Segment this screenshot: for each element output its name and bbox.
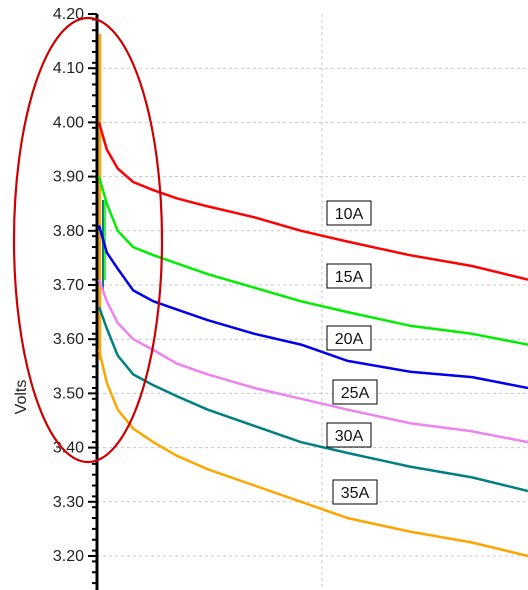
y-tick-label: 4.00 [53, 114, 84, 131]
series-label-text: 35A [341, 485, 370, 502]
series-label-30A: 30A [326, 422, 372, 448]
series-line-20A [97, 225, 528, 390]
series-label-text: 10A [335, 206, 364, 223]
series-label-10A: 10A [326, 200, 372, 226]
grid-lines [97, 14, 528, 590]
series-label-text: 30A [335, 428, 364, 445]
y-tick-label: 3.80 [53, 223, 84, 240]
series-label-text: 15A [335, 269, 364, 286]
initial-spike [98, 34, 106, 360]
y-tick-label: 3.30 [53, 494, 84, 511]
series-line-35A [97, 349, 528, 558]
series-lines [97, 122, 528, 558]
y-tick-label: 3.60 [53, 331, 84, 348]
highlight-ellipse [12, 16, 164, 464]
y-tick-label: 4.10 [53, 60, 84, 77]
series-label-25A: 25A [332, 379, 378, 405]
series-label-20A: 20A [326, 325, 372, 351]
y-tick-label: 3.90 [53, 169, 84, 186]
series-line-30A [97, 306, 528, 493]
y-tick-label: 3.70 [53, 277, 84, 294]
series-label-box [332, 379, 378, 405]
series-label-15A: 15A [326, 263, 372, 289]
series-label-box [326, 325, 372, 351]
y-tick-label: 3.40 [53, 440, 84, 457]
series-label-box [326, 422, 372, 448]
series-label-box [326, 200, 372, 226]
series-line-15A [97, 176, 528, 346]
series-label-box [332, 479, 378, 505]
series-label-35A: 35A [332, 479, 378, 505]
series-line-25A [97, 279, 528, 444]
series-label-text: 20A [335, 331, 364, 348]
y-ticks: 4.20 4.10 4.00 3.90 3.80 3.70 3.60 3.50 3.40 3.30… [53, 6, 97, 585]
series-label-text: 25A [341, 385, 370, 402]
y-axis-label: Volts [13, 380, 30, 415]
y-tick-label: 4.20 [53, 6, 84, 23]
y-tick-label: 3.50 [53, 385, 84, 402]
series-label-box [326, 263, 372, 289]
series-labels: 10A 15A 20A 25A 30A 35A [326, 200, 378, 505]
series-line-10A [97, 122, 528, 281]
y-tick-label: 3.20 [53, 548, 84, 565]
